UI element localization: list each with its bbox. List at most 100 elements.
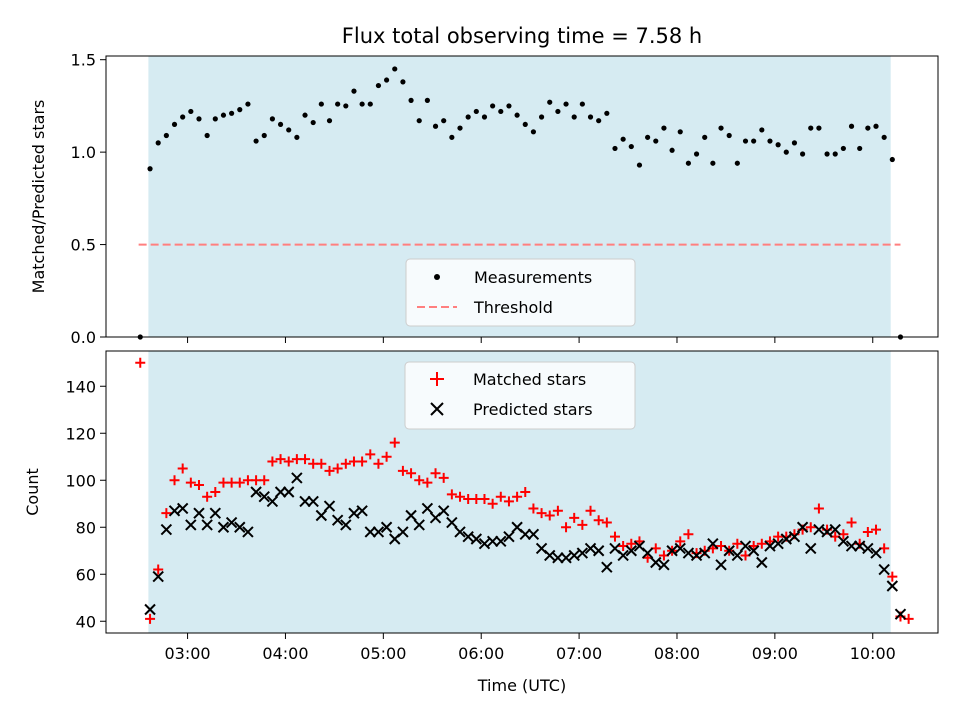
- measurement-point: [734, 160, 740, 166]
- predicted-stars-point: [307, 495, 319, 508]
- matched-stars-point: [520, 487, 531, 497]
- measurement-point: [799, 151, 806, 157]
- matched-stars-point: [430, 468, 441, 479]
- measurement-point: [180, 114, 186, 120]
- measurement-point: [587, 114, 594, 120]
- matched-stars-point: [887, 571, 898, 582]
- measurement-point: [318, 101, 324, 107]
- measurement-point: [889, 156, 895, 163]
- matched-stars-point: [283, 456, 294, 467]
- matched-stars-point: [561, 522, 572, 533]
- top-panel: 0.0 0.5 1.0 1.5 Matched/Predicted stars Mea…: [29, 51, 939, 347]
- measurement-point: [392, 66, 398, 72]
- predicted-stars-point: [845, 540, 858, 552]
- measurement-point: [481, 114, 488, 120]
- predicted-stars-point: [356, 505, 368, 517]
- x-tick-label: 09:00: [752, 644, 798, 663]
- matched-stars-point: [365, 449, 376, 460]
- predicted-stars-point: [397, 526, 409, 538]
- predicted-stars-point: [650, 556, 662, 569]
- measurement-point: [375, 82, 382, 89]
- measurement-point: [326, 118, 333, 124]
- predicted-stars-point: [707, 537, 719, 550]
- measurement-point: [653, 138, 659, 144]
- measurement-point: [286, 127, 292, 133]
- measurement-point: [335, 101, 341, 107]
- measurement-point: [163, 132, 169, 139]
- matched-stars-point: [406, 468, 417, 479]
- predicted-stars-point: [837, 535, 850, 548]
- predicted-stars-point: [470, 533, 483, 545]
- measurement-point: [636, 162, 643, 168]
- matched-stars-point: [544, 510, 555, 521]
- predicted-stars-point: [486, 535, 499, 548]
- measurement-point: [237, 107, 243, 113]
- predicted-stars-point: [364, 526, 376, 538]
- x-tick-label: 07:00: [556, 644, 602, 663]
- measurement-point: [628, 143, 634, 150]
- measurement-point: [457, 125, 463, 131]
- measurement-point: [229, 110, 235, 116]
- predicted-stars-point: [853, 540, 866, 552]
- predicted-stars-point: [462, 530, 474, 543]
- measurement-point: [759, 127, 765, 133]
- matched-stars-point: [846, 517, 857, 528]
- predicted-stars-point: [625, 545, 638, 557]
- measurement-point: [832, 151, 838, 157]
- predicted-stars-point: [176, 502, 189, 515]
- matched-stars-point: [193, 479, 204, 490]
- measurement-point: [473, 108, 479, 115]
- matched-stars-point: [389, 437, 400, 448]
- matched-stars-point: [259, 475, 270, 486]
- predicted-stars-point: [478, 537, 491, 550]
- predicted-stars-point: [715, 559, 727, 571]
- x-tick-label: 03:00: [165, 644, 211, 663]
- measurement-point: [343, 103, 349, 109]
- predicted-stars-point: [658, 559, 670, 571]
- predicted-stars-point: [731, 549, 744, 562]
- y-tick-label: 0.0: [71, 328, 96, 347]
- matched-stars-point: [552, 505, 563, 516]
- x-tick-label: 08:00: [654, 644, 700, 663]
- measurement-point: [294, 134, 300, 140]
- y-tick-label: 60: [76, 565, 96, 584]
- measurement-point: [873, 123, 879, 129]
- measurement-point: [857, 145, 863, 152]
- matched-stars-point: [528, 503, 539, 514]
- matched-stars-point: [234, 477, 245, 488]
- matched-stars-point: [503, 496, 514, 507]
- predicted-stars-point: [796, 521, 809, 533]
- predicted-stars-point: [576, 547, 589, 559]
- measurement-point: [245, 101, 251, 107]
- predicted-stars-point: [862, 542, 874, 555]
- predicted-stars-point: [291, 472, 303, 484]
- predicted-stars-point: [331, 514, 344, 526]
- matched-stars-point: [805, 522, 816, 533]
- y-tick-label: 1.0: [71, 143, 96, 162]
- legend-threshold-label: Threshold: [473, 298, 553, 317]
- measurement-point: [359, 101, 365, 107]
- y-tick-label: 80: [76, 518, 96, 537]
- matched-stars-point: [675, 536, 686, 547]
- predicted-stars-point: [560, 552, 572, 564]
- matched-stars-point: [324, 465, 335, 476]
- predicted-stars-point: [886, 580, 899, 592]
- matched-stars-point: [536, 508, 547, 519]
- legend-measurements-label: Measurements: [474, 268, 592, 287]
- bottom-legend-box: [404, 361, 636, 430]
- bottom-panel: 40 60 80 100 120 140 03:00 04:00 05:00 06:00 07:00…: [23, 350, 939, 695]
- matched-stars-point: [210, 487, 221, 497]
- predicted-stars-point: [674, 542, 686, 555]
- predicted-stars-point: [821, 526, 833, 538]
- top-legend: Measurements Threshold: [405, 258, 636, 327]
- predicted-stars-point: [813, 523, 825, 536]
- matched-stars-point: [495, 491, 506, 502]
- y-tick-label: 140: [65, 377, 96, 396]
- matched-stars-point: [397, 465, 408, 476]
- measurement-point: [530, 129, 537, 135]
- measurement-point: [742, 138, 749, 144]
- measurement-point: [277, 121, 284, 128]
- measurement-point: [171, 121, 178, 128]
- measurement-point: [645, 134, 651, 140]
